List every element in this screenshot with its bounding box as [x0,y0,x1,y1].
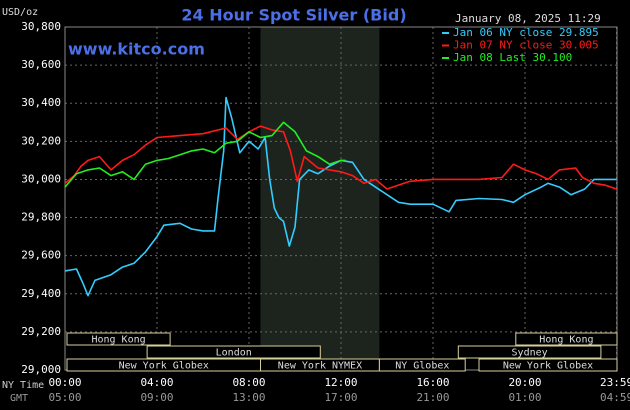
x-tick-label: 20:00 [508,376,541,389]
x-tick-label: 23:59 [600,376,630,389]
session-label: Hong Kong [539,335,593,346]
y-tick-label: 29,400 [21,287,61,300]
session-label: NY Globex [395,361,449,372]
x-tick-label-gmt: 09:00 [140,391,173,404]
y-tick-label: 30,000 [21,172,61,185]
y-tick-label: 29,000 [21,363,61,376]
y-tick-label: 29,600 [21,249,61,262]
x-tick-label-gmt: 05:00 [48,391,81,404]
x-row-label: NY Time [2,380,44,391]
session-label: London [216,348,252,359]
x-tick-label-gmt: 13:00 [232,391,265,404]
session-label: Sydney [512,348,548,359]
session-bar [66,332,171,346]
legend-label: Jan 07 NY close 30.005 [453,39,599,52]
y-tick-label: 29,800 [21,211,61,224]
x-row-label: GMT [10,393,28,404]
legend-label: Jan 08 Last 30.100 [453,51,572,64]
x-tick-label: 16:00 [416,376,449,389]
x-tick-label: 08:00 [232,376,265,389]
series-line [64,121,346,188]
x-tick-label: 04:00 [140,376,173,389]
x-tick-label: 00:00 [48,376,81,389]
session-shade [260,27,380,370]
x-tick-label: 12:00 [324,376,357,389]
chart-title: 24 Hour Spot Silver (Bid) [181,6,406,25]
x-tick-label-gmt: 21:00 [416,391,449,404]
session-label: New York Globex [503,361,593,372]
x-tick-label-gmt: 17:00 [324,391,357,404]
y-tick-label: 29,200 [21,325,61,338]
session-bar [515,332,618,346]
y-tick-label: 30,200 [21,134,61,147]
legend-label: Jan 06 NY close 29.895 [453,26,599,39]
y-tick-label: 30,600 [21,58,61,71]
session-label: New York Globex [119,361,209,372]
y-tick-label: 30,800 [21,20,61,33]
session-bar [146,345,321,359]
timestamp: January 08, 2025 11:29 [455,12,601,25]
session-bar [457,345,602,359]
session-label: Hong Kong [91,335,145,346]
session-bar [378,358,466,372]
y-axis-label: USD/oz [2,7,38,18]
watermark: www.kitco.com [68,40,205,59]
x-tick-label-gmt: 01:00 [508,391,541,404]
session-label: New York NYMEX [278,361,362,372]
series-line [64,96,617,297]
series-line [64,125,617,190]
session-bar [478,358,618,372]
y-tick-label: 30,400 [21,96,61,109]
x-tick-label-gmt: 04:59 [600,391,630,404]
